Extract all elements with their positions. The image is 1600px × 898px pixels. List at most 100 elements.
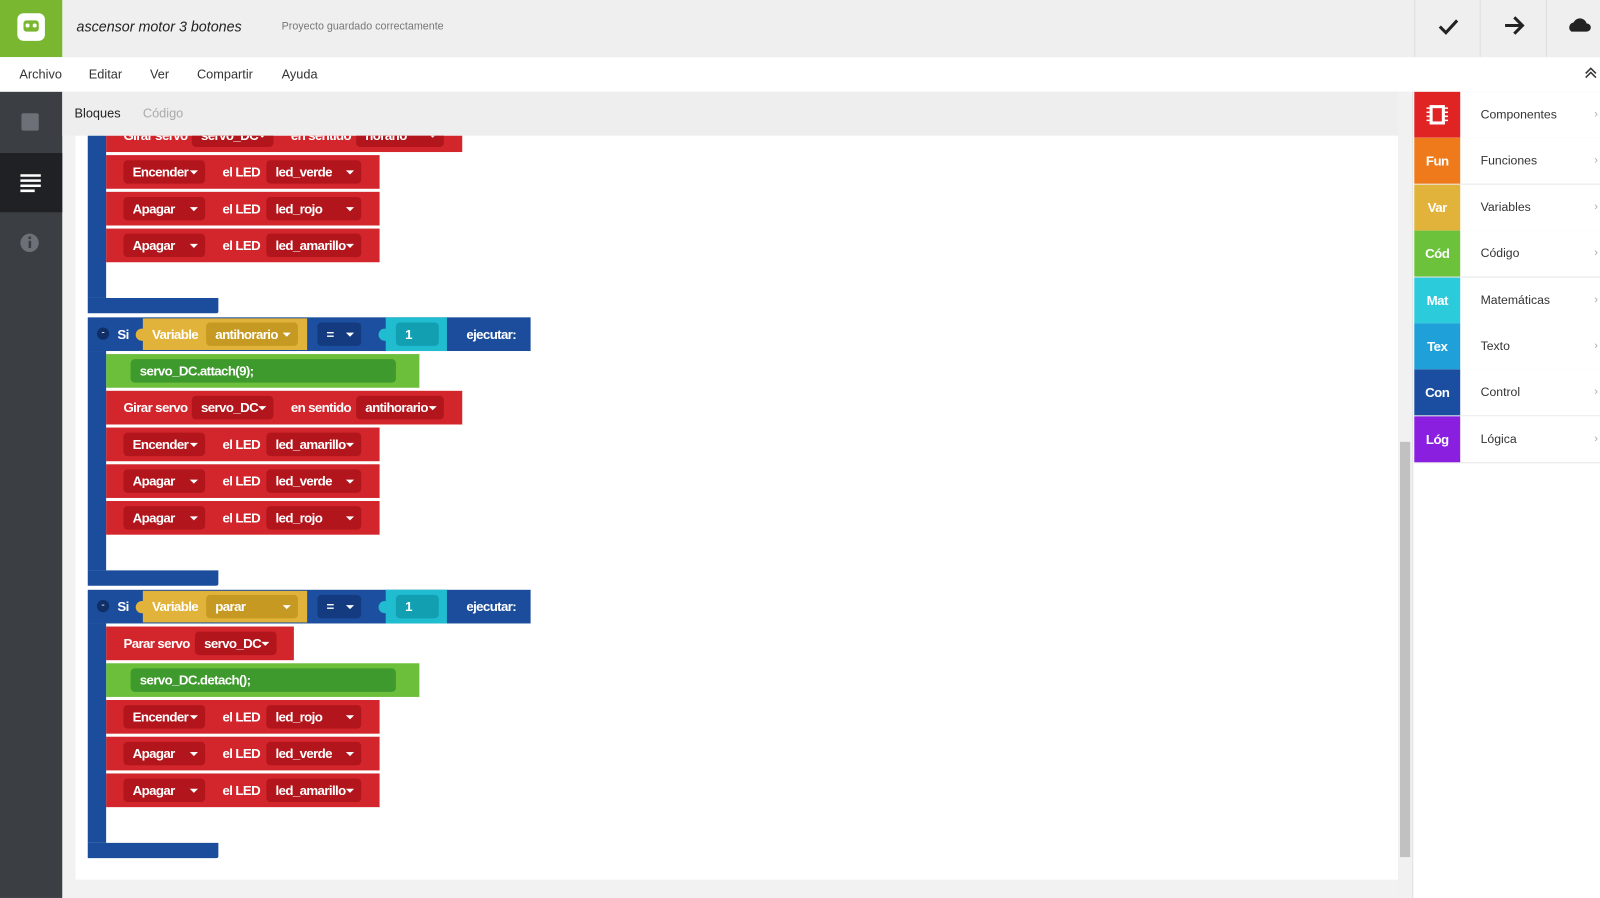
block-dropdown[interactable]: led_verde bbox=[266, 469, 362, 493]
block-text: el LED bbox=[222, 164, 261, 180]
toolbox-item[interactable]: Tex Texto › bbox=[1414, 323, 1600, 371]
block-dropdown[interactable]: antihorario bbox=[356, 395, 444, 420]
block-dropdown[interactable]: led_verde bbox=[266, 741, 362, 766]
block-dropdown[interactable]: led_amarillo bbox=[266, 432, 362, 457]
block-text: ejecutar: bbox=[466, 598, 517, 615]
cloud-button[interactable] bbox=[1545, 0, 1600, 58]
menu-item[interactable]: Ayuda bbox=[281, 67, 318, 82]
upload-button[interactable] bbox=[1479, 0, 1547, 58]
block-dropdown[interactable]: led_verde bbox=[266, 160, 362, 184]
c-block-bottom bbox=[87, 297, 219, 314]
toolbox-icon: Con bbox=[1414, 369, 1461, 416]
number-block: 1 bbox=[385, 317, 447, 352]
collapse-toggle[interactable]: - bbox=[96, 599, 110, 613]
chevron: › bbox=[1594, 154, 1598, 167]
scroll-thumb[interactable] bbox=[1399, 441, 1411, 858]
block-text: el LED bbox=[222, 745, 261, 762]
block-dropdown[interactable]: horario bbox=[356, 135, 444, 147]
toolbox-icon: Var bbox=[1414, 184, 1461, 231]
led-block: Apagar el LED led_amarillo bbox=[106, 773, 380, 808]
logo-icon bbox=[17, 13, 45, 41]
block-dropdown[interactable]: parar bbox=[206, 594, 298, 619]
block-dropdown[interactable]: led_amarillo bbox=[266, 778, 362, 803]
toolbox-item[interactable]: Var Variables › bbox=[1414, 184, 1600, 232]
block-dropdown[interactable]: Encender bbox=[123, 705, 206, 729]
toolbox-label: Funciones bbox=[1480, 153, 1538, 168]
block-dropdown[interactable]: = bbox=[317, 322, 362, 346]
led-block: Encender el LED led_amarillo bbox=[106, 427, 380, 462]
block-dropdown[interactable]: Apagar bbox=[123, 506, 206, 530]
c-block-side bbox=[87, 351, 107, 571]
menu-item[interactable]: Ver bbox=[149, 67, 170, 82]
chevron: › bbox=[1594, 339, 1598, 353]
block-dropdown[interactable]: Apagar bbox=[123, 469, 206, 493]
block-text: Girar servo bbox=[123, 136, 188, 152]
code-field[interactable]: servo_DC.detach(); bbox=[130, 668, 396, 692]
block-dropdown[interactable]: led_rojo bbox=[266, 506, 362, 530]
toolbox-label: Código bbox=[1480, 246, 1520, 261]
block-dropdown[interactable]: Apagar bbox=[123, 741, 206, 766]
number-field[interactable]: 1 bbox=[395, 322, 439, 346]
block-dropdown[interactable]: servo_DC bbox=[194, 631, 277, 656]
tab[interactable]: Bloques bbox=[74, 106, 121, 121]
project-title[interactable]: ascensor motor 3 botones bbox=[76, 18, 242, 35]
tab-bar bbox=[62, 91, 1398, 136]
block-dropdown[interactable]: servo_DC bbox=[191, 395, 274, 420]
block-dropdown[interactable]: led_rojo bbox=[266, 705, 362, 729]
block-dropdown[interactable]: Encender bbox=[123, 160, 206, 184]
operator-block: = bbox=[308, 590, 386, 623]
sidebar-hardware[interactable] bbox=[0, 102, 62, 143]
sidebar-selected[interactable] bbox=[0, 153, 63, 213]
block-dropdown[interactable]: Apagar bbox=[123, 778, 206, 803]
number-field[interactable]: 1 bbox=[395, 594, 439, 619]
block-text: Variable bbox=[152, 598, 199, 615]
scrollbar[interactable] bbox=[1397, 91, 1413, 898]
block-text: ejecutar: bbox=[466, 326, 517, 342]
toolbox-item[interactable]: Lóg Lógica › bbox=[1414, 416, 1600, 464]
sidebar-info[interactable] bbox=[0, 227, 62, 262]
verify-button[interactable] bbox=[1414, 0, 1480, 58]
toolbox-icon: Fun bbox=[1414, 138, 1461, 185]
block-text: Girar servo bbox=[123, 399, 188, 416]
block-text: el LED bbox=[222, 510, 261, 526]
toolbox-item[interactable]: Con Control › bbox=[1414, 369, 1600, 417]
left-sidebar bbox=[0, 91, 63, 898]
menu-item[interactable]: Editar bbox=[88, 67, 123, 82]
menu-item[interactable]: Archivo bbox=[19, 67, 62, 82]
toolbox-item[interactable]: Componentes › bbox=[1414, 91, 1600, 139]
variable-block: Variable antihorario bbox=[142, 318, 308, 350]
block-text: Si bbox=[117, 598, 129, 615]
code-field[interactable]: servo_DC.attach(9); bbox=[130, 359, 396, 383]
block-dropdown[interactable]: led_rojo bbox=[266, 196, 362, 221]
block-dropdown[interactable]: = bbox=[317, 594, 362, 619]
number-block: 1 bbox=[385, 589, 447, 624]
toolbox-item[interactable]: Fun Funciones › bbox=[1414, 138, 1600, 186]
tab[interactable]: Código bbox=[142, 106, 184, 121]
save-status: Proyecto guardado correctamente bbox=[281, 20, 444, 33]
c-block-side bbox=[87, 623, 107, 843]
collapse-icon[interactable] bbox=[1584, 61, 1598, 84]
chevron: › bbox=[1594, 200, 1598, 214]
variable-block: Variable parar bbox=[142, 590, 308, 623]
block-dropdown[interactable]: Apagar bbox=[123, 233, 206, 258]
block-dropdown[interactable]: Apagar bbox=[123, 196, 206, 221]
block-dropdown[interactable]: servo_DC bbox=[191, 135, 274, 147]
led-block: Encender el LED led_rojo bbox=[106, 699, 380, 734]
block-text: el LED bbox=[222, 201, 261, 217]
block-dropdown[interactable]: antihorario bbox=[206, 322, 298, 346]
toolbox-icon bbox=[1414, 91, 1461, 138]
chevron: › bbox=[1594, 432, 1598, 445]
led-block: Encender el LED led_verde bbox=[106, 155, 380, 189]
toolbox-item[interactable]: Mat Matemáticas › bbox=[1414, 277, 1600, 325]
block-dropdown[interactable]: Encender bbox=[123, 432, 206, 457]
toolbox-item[interactable]: Cód Código › bbox=[1414, 230, 1600, 278]
chevron: › bbox=[1594, 386, 1598, 399]
servo-stop-block: Parar servo servo_DC bbox=[106, 626, 294, 661]
block-dropdown[interactable]: led_amarillo bbox=[266, 233, 362, 258]
logo[interactable] bbox=[0, 0, 63, 58]
chevron: › bbox=[1594, 247, 1598, 260]
collapse-toggle[interactable]: - bbox=[96, 327, 110, 340]
menu-item[interactable]: Compartir bbox=[196, 67, 253, 82]
